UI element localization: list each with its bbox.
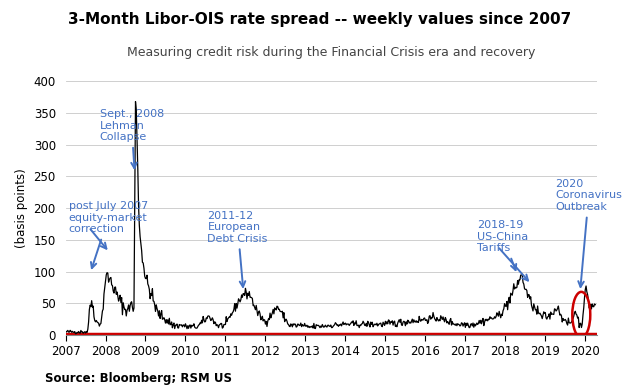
Y-axis label: (basis points): (basis points) bbox=[15, 168, 28, 248]
Text: Sept., 2008
Lehman
Collapse: Sept., 2008 Lehman Collapse bbox=[99, 109, 164, 168]
Text: 3-Month Libor-OIS rate spread -- weekly values since 2007: 3-Month Libor-OIS rate spread -- weekly … bbox=[68, 12, 572, 27]
Text: Source: Bloomberg; RSM US: Source: Bloomberg; RSM US bbox=[45, 372, 232, 385]
Text: post July 2007
equity-market
correction: post July 2007 equity-market correction bbox=[68, 201, 148, 268]
Text: 2011-12
European
Debt Crisis: 2011-12 European Debt Crisis bbox=[207, 210, 268, 287]
Text: 2018-19
US-China
Tariffs: 2018-19 US-China Tariffs bbox=[477, 220, 529, 270]
Text: 2020
Coronavirus
Outbreak: 2020 Coronavirus Outbreak bbox=[556, 179, 622, 287]
Title: Measuring credit risk during the Financial Crisis era and recovery: Measuring credit risk during the Financi… bbox=[127, 46, 536, 59]
